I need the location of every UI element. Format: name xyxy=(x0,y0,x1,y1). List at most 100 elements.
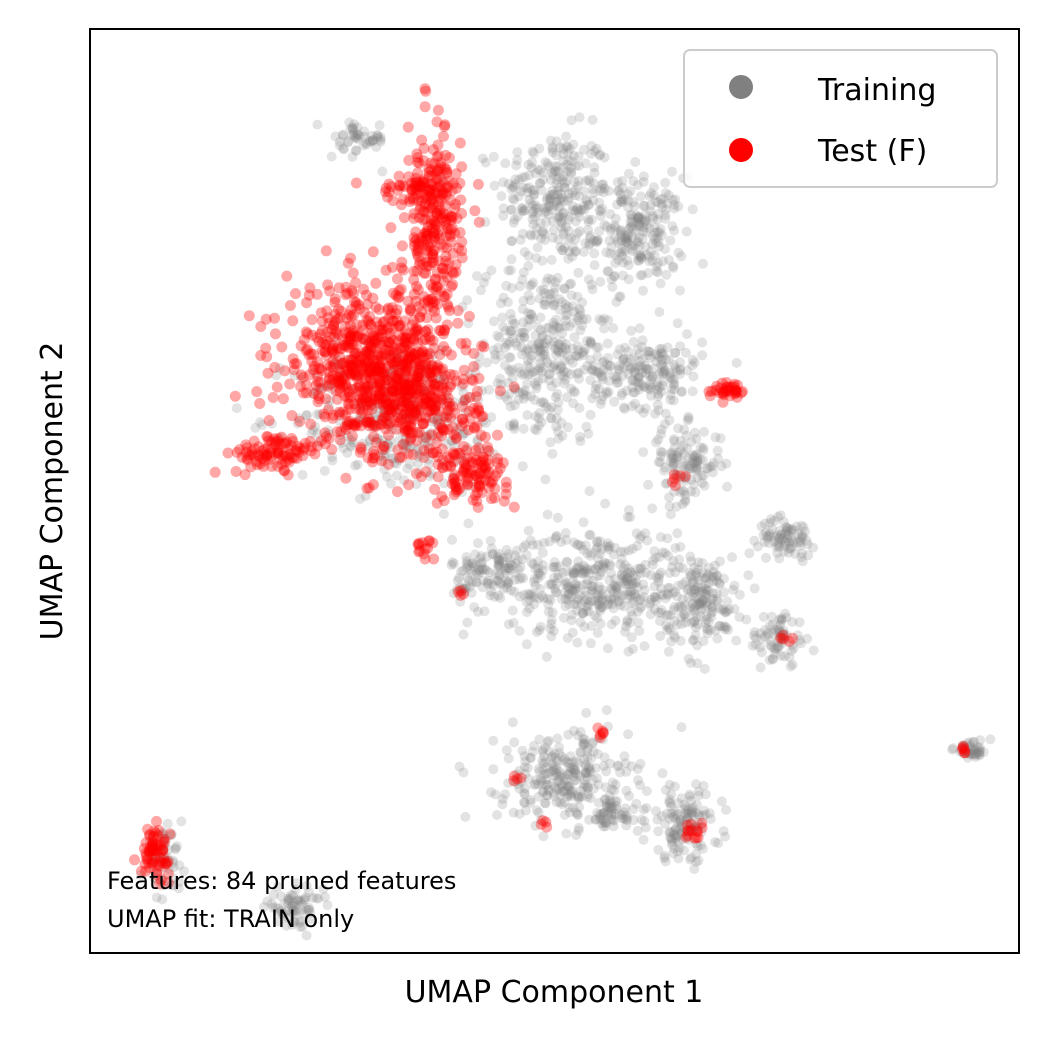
data-point xyxy=(634,252,645,263)
data-point xyxy=(709,560,720,571)
data-point xyxy=(535,352,546,363)
data-point xyxy=(543,369,554,380)
data-point xyxy=(347,267,359,279)
data-point xyxy=(510,174,521,185)
data-point xyxy=(626,214,637,224)
data-point xyxy=(569,306,580,317)
data-point xyxy=(699,573,710,584)
data-point xyxy=(597,365,608,376)
data-point xyxy=(458,565,469,576)
data-point xyxy=(550,343,561,354)
data-point xyxy=(459,394,471,406)
data-point xyxy=(599,323,610,334)
data-point xyxy=(525,295,536,306)
data-point xyxy=(494,385,506,397)
data-point xyxy=(539,288,550,299)
data-point xyxy=(444,305,455,316)
data-point xyxy=(623,231,633,242)
data-point xyxy=(507,717,518,728)
data-point xyxy=(595,276,606,287)
data-point xyxy=(579,204,590,215)
data-point xyxy=(492,330,503,341)
data-point xyxy=(360,335,371,346)
data-point xyxy=(569,775,580,786)
data-point xyxy=(364,413,375,424)
data-point xyxy=(330,385,342,397)
data-point xyxy=(564,192,575,203)
data-point xyxy=(486,412,497,423)
data-point xyxy=(488,151,499,162)
data-point xyxy=(521,183,532,194)
data-point xyxy=(551,314,561,325)
data-point xyxy=(437,262,449,274)
data-point xyxy=(527,200,538,211)
data-point xyxy=(530,411,541,422)
data-point xyxy=(524,280,535,291)
data-point xyxy=(554,211,565,222)
data-point xyxy=(544,369,555,380)
data-point xyxy=(551,196,562,207)
data-point xyxy=(653,844,664,855)
data-point xyxy=(474,351,485,362)
data-point xyxy=(473,538,483,549)
data-point xyxy=(584,530,595,541)
data-point xyxy=(584,486,595,497)
data-point xyxy=(616,810,627,821)
data-point xyxy=(500,360,510,371)
data-point xyxy=(526,391,536,402)
data-point xyxy=(557,342,567,353)
data-point xyxy=(632,237,643,248)
data-point xyxy=(407,449,419,461)
data-point xyxy=(554,201,565,212)
data-point xyxy=(316,315,328,327)
data-point xyxy=(654,307,665,317)
data-point xyxy=(626,221,636,232)
data-point xyxy=(377,435,388,446)
data-point xyxy=(628,224,639,234)
data-point xyxy=(488,345,499,356)
data-point xyxy=(415,367,426,378)
data-point xyxy=(593,342,604,353)
data-point xyxy=(542,192,553,203)
data-point xyxy=(528,219,539,230)
data-point xyxy=(460,811,471,822)
data-point xyxy=(472,359,483,370)
data-point xyxy=(616,554,627,564)
data-point xyxy=(562,166,573,177)
data-point xyxy=(149,852,161,864)
data-point xyxy=(622,189,633,200)
data-point xyxy=(572,181,583,191)
data-point xyxy=(423,241,435,253)
data-point xyxy=(450,198,461,210)
data-point xyxy=(676,602,687,613)
data-point xyxy=(708,576,719,587)
data-point xyxy=(649,234,660,245)
data-point xyxy=(622,237,633,248)
data-point xyxy=(351,319,363,331)
data-point xyxy=(557,208,568,219)
data-point xyxy=(475,456,487,468)
data-point xyxy=(611,371,622,382)
data-point xyxy=(505,325,516,336)
data-point xyxy=(610,222,621,233)
data-point xyxy=(670,567,681,578)
data-point xyxy=(301,344,313,355)
data-point xyxy=(673,447,683,458)
data-point xyxy=(456,236,468,248)
data-point xyxy=(611,297,622,307)
data-point xyxy=(270,328,281,340)
data-point xyxy=(495,373,505,384)
data-point xyxy=(554,347,565,358)
data-point xyxy=(561,556,572,567)
data-point xyxy=(367,379,378,390)
data-point xyxy=(423,362,434,373)
data-point xyxy=(510,384,521,395)
data-point xyxy=(310,421,321,432)
data-point xyxy=(638,579,649,590)
data-point xyxy=(576,564,587,575)
data-point xyxy=(496,191,507,202)
data-point xyxy=(389,402,400,413)
data-point xyxy=(589,260,600,271)
data-point xyxy=(549,320,560,331)
data-point xyxy=(519,247,530,257)
